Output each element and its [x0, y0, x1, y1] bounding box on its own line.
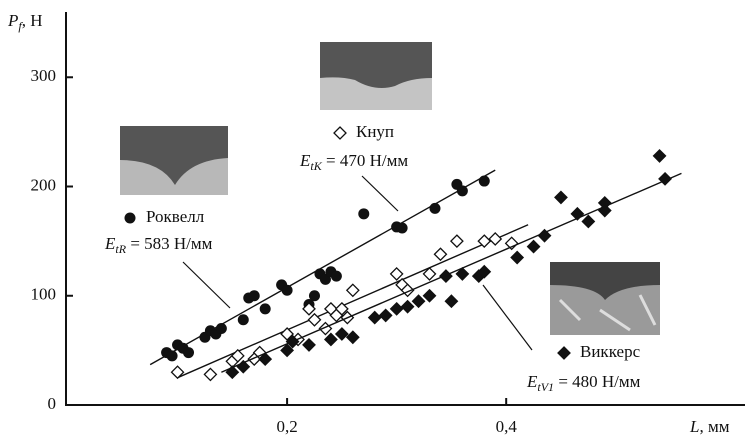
y-tick-label: 100 — [31, 285, 57, 304]
slope-subscript: tV1 — [537, 380, 554, 394]
slope-text: = 470 Н/мм — [322, 151, 409, 170]
x-tick-label: 0,4 — [496, 417, 518, 436]
data-point — [440, 270, 452, 282]
inset-images — [120, 42, 660, 335]
data-point — [167, 350, 178, 361]
data-point — [204, 368, 216, 380]
legend-label: Кнуп — [356, 122, 394, 141]
slope-label: EtR = 583 Н/мм — [104, 234, 213, 256]
data-point — [402, 301, 414, 313]
y-tick-label: 200 — [31, 175, 57, 194]
data-point — [511, 252, 523, 264]
data-point — [555, 191, 567, 203]
data-point — [358, 208, 369, 219]
data-point — [226, 366, 238, 378]
slope-subscript: tR — [115, 242, 126, 256]
chart: Pf, Н L, мм 0 100 200 300 0,2 0,4 Роквелл EtR =… — [0, 0, 746, 439]
y-tick-label: 300 — [31, 66, 57, 85]
data-point — [457, 185, 468, 196]
legend-label: Роквелл — [146, 207, 205, 226]
slope-text: = 480 Н/мм — [554, 372, 641, 391]
legend-marker — [558, 347, 570, 359]
slope-text: = 583 Н/мм — [126, 234, 213, 253]
data-point — [309, 290, 320, 301]
legend-marker — [334, 127, 346, 139]
slope-symbol: E — [104, 234, 116, 253]
slope-label: EtK = 470 Н/мм — [299, 151, 408, 173]
data-point — [489, 233, 501, 245]
data-point — [336, 328, 348, 340]
x-axis-label: L, мм — [689, 417, 730, 436]
legend-label: Виккерс — [580, 342, 641, 361]
data-point — [325, 333, 337, 345]
slope-label: EtV1 = 480 Н/мм — [526, 372, 641, 394]
fit-line — [178, 225, 529, 378]
slope-symbol: E — [299, 151, 311, 170]
data-point — [331, 271, 342, 282]
data-point — [391, 268, 403, 280]
data-point — [347, 284, 359, 296]
data-point — [183, 347, 194, 358]
data-point — [654, 150, 666, 162]
data-point — [599, 205, 611, 217]
data-point — [249, 290, 260, 301]
slope-symbol: E — [526, 372, 538, 391]
data-point — [434, 248, 446, 260]
data-point — [347, 331, 359, 343]
data-point — [424, 290, 436, 302]
data-point — [397, 223, 408, 234]
data-point — [237, 361, 249, 373]
data-point — [451, 235, 463, 247]
data-point — [413, 295, 425, 307]
data-point — [429, 203, 440, 214]
data-point — [479, 176, 490, 187]
y-tick-label: 0 — [48, 394, 57, 413]
data-point — [303, 339, 315, 351]
data-point — [369, 312, 381, 324]
data-point — [528, 241, 540, 253]
data-point — [445, 295, 457, 307]
x-tick-label: 0,2 — [276, 417, 297, 436]
leader-lines — [183, 176, 532, 350]
data-point — [216, 323, 227, 334]
legend-marker — [125, 213, 136, 224]
data-point — [238, 314, 249, 325]
data-point — [282, 285, 293, 296]
data-point — [582, 215, 594, 227]
data-point — [380, 309, 392, 321]
y-axis-label: Pf, Н — [7, 11, 43, 33]
data-point — [260, 303, 271, 314]
data-point — [571, 208, 583, 220]
data-point — [391, 303, 403, 315]
